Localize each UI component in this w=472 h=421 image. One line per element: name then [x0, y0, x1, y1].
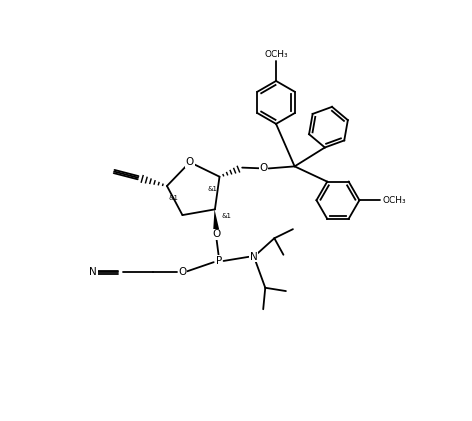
Text: N: N: [250, 252, 258, 262]
Polygon shape: [213, 209, 220, 234]
Text: O: O: [260, 163, 268, 173]
Text: OCH₃: OCH₃: [382, 196, 406, 205]
Text: O: O: [186, 157, 194, 167]
Text: &1: &1: [222, 213, 232, 218]
Text: P: P: [216, 256, 222, 266]
Text: &1: &1: [208, 186, 218, 192]
Text: O: O: [178, 267, 186, 277]
Text: &1: &1: [168, 195, 178, 201]
Text: N: N: [89, 267, 97, 277]
Text: OCH₃: OCH₃: [264, 51, 288, 59]
Text: O: O: [212, 229, 221, 239]
